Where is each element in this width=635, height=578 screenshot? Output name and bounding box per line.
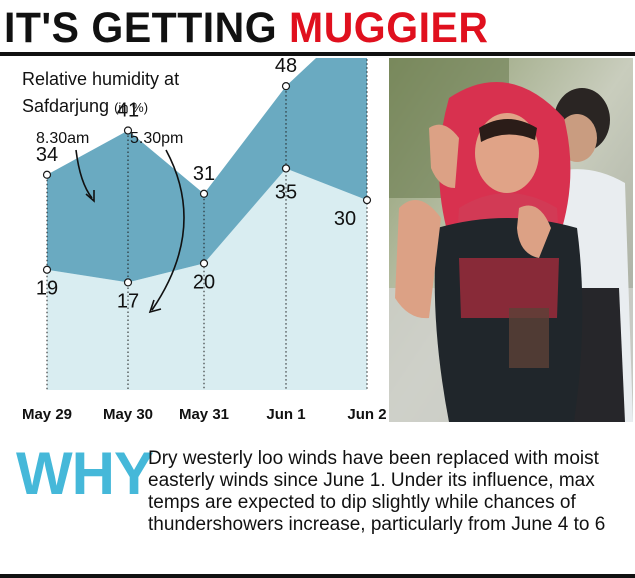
am-value-label: 34 (36, 144, 58, 166)
top-rule (0, 52, 635, 56)
am-arrowhead (85, 190, 95, 203)
headline-part2: MUGGIER (289, 3, 489, 52)
am-point (123, 126, 133, 135)
am-value-label: 41 (117, 99, 139, 121)
am-point (281, 82, 291, 91)
chart-title: Relative humidity at (22, 69, 179, 89)
pm-point (362, 196, 372, 205)
headline-part1: IT'S GETTING (4, 3, 278, 52)
am-point (42, 170, 52, 179)
woman-with-scarf-photo (389, 58, 633, 422)
x-tick-label: May 31 (179, 406, 229, 423)
why-block: WHY Dry westerly loo winds have been rep… (0, 432, 635, 574)
pm-point (123, 278, 133, 287)
series-label-am: 8.30am (36, 130, 89, 147)
why-text: Dry westerly loo winds have been replace… (148, 448, 606, 535)
pm-value-label: 17 (117, 290, 139, 312)
pm-arrow (151, 149, 185, 311)
pm-arrowhead (148, 299, 162, 314)
pm-point (281, 164, 291, 173)
am-value-label: 31 (193, 163, 215, 185)
bottom-rule (0, 574, 635, 578)
humidity-band (47, 58, 367, 283)
chart-unit: (in %) (114, 100, 148, 115)
pm-value-label: 20 (193, 271, 215, 293)
lower-area (47, 168, 367, 390)
x-tick-label: Jun 2 (347, 406, 386, 423)
pm-value-label: 19 (36, 278, 58, 300)
am-value-label: 48 (275, 58, 297, 77)
chart-title-line2: Safdarjung (in %) (22, 96, 148, 116)
pm-value-label: 30 (334, 208, 356, 230)
why-label: WHY (16, 440, 154, 507)
x-tick-label: May 30 (103, 406, 153, 423)
photo-illustration (389, 58, 633, 422)
pm-point (42, 265, 52, 274)
x-tick-label: Jun 1 (266, 406, 305, 423)
series-label-pm: 5.30pm (130, 130, 183, 147)
am-point (199, 189, 209, 198)
x-tick-label: May 29 (22, 406, 72, 423)
headline: IT'S GETTING MUGGIER (4, 2, 488, 52)
pm-point (199, 259, 209, 268)
pm-value-label: 35 (275, 181, 297, 203)
am-arrow (75, 149, 93, 199)
